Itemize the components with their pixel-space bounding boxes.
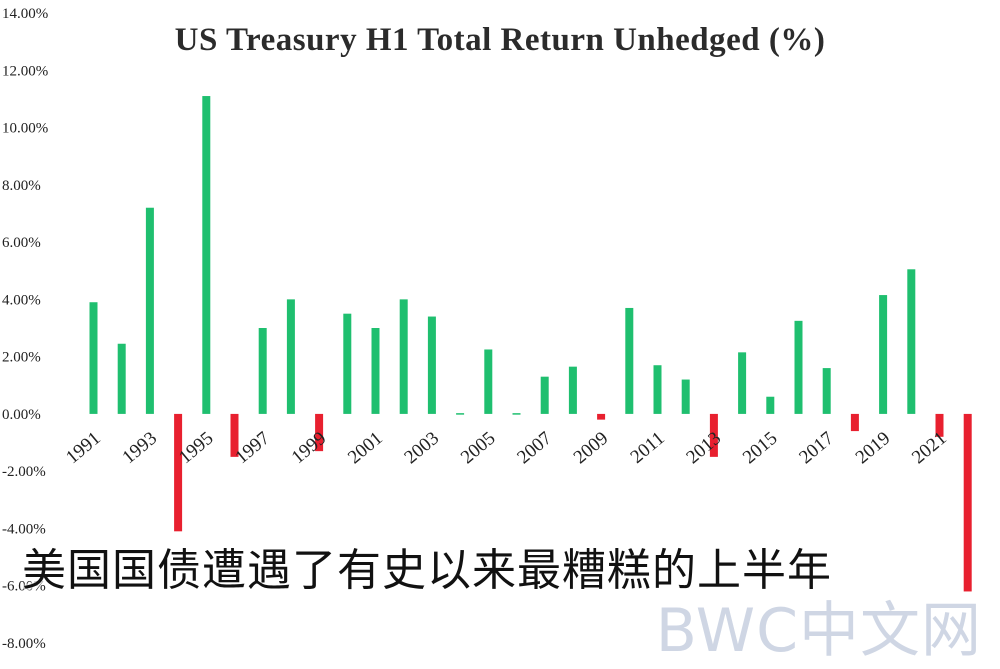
caption-overlay: 美国国债遭遇了有史以来最糟糕的上半年	[22, 545, 832, 596]
bar-2021	[935, 413, 944, 437]
x-tick-label: 2017	[795, 428, 838, 469]
y-tick-label: -2.00%	[2, 464, 46, 480]
y-tick-label: 8.00%	[2, 178, 41, 194]
bar-2002	[399, 299, 408, 414]
y-tick-label: 6.00%	[2, 235, 41, 251]
x-tick-label: 2003	[401, 428, 444, 469]
x-tick-label: 2019	[852, 428, 895, 469]
bar-2011	[653, 365, 662, 414]
y-tick-label: 2.00%	[2, 350, 41, 366]
bar-2020	[907, 269, 916, 414]
y-tick-label: 14.00%	[2, 6, 48, 22]
x-tick-label: 1999	[288, 428, 331, 469]
bar-2018	[850, 413, 859, 432]
x-tick-label: 2001	[344, 428, 387, 469]
bar-2004	[456, 413, 465, 415]
x-tick-label: 1991	[62, 428, 105, 469]
y-tick-label: -8.00%	[2, 636, 46, 652]
y-tick-label: 12.00%	[2, 63, 48, 79]
bar-1996	[230, 413, 239, 457]
chart-title: US Treasury H1 Total Return Unhedged (%)	[174, 22, 826, 58]
bar-1994	[174, 413, 183, 532]
bar-2013	[709, 413, 718, 457]
bar-2006	[512, 413, 521, 415]
bar-2010	[625, 307, 634, 414]
bar-2008	[568, 366, 577, 414]
bar-2012	[681, 379, 690, 414]
y-tick-label: -4.00%	[2, 521, 46, 537]
bar-1997	[258, 328, 267, 414]
bar-1999	[315, 413, 324, 452]
x-tick-label: 2009	[570, 428, 613, 469]
y-tick-label: -6.00%	[2, 579, 46, 595]
x-tick-label: 2011	[627, 428, 669, 468]
x-tick-label: 2013	[683, 428, 726, 469]
bar-2019	[879, 295, 888, 414]
bar-2001	[371, 328, 380, 414]
x-tick-label: 2015	[739, 428, 782, 469]
x-tick-label: 2005	[457, 428, 500, 469]
x-tick-label: 2007	[513, 428, 556, 469]
bar-1995	[202, 96, 211, 414]
watermark: BWC中文网	[655, 596, 982, 666]
bar-1998	[286, 299, 295, 414]
y-tick-label: 4.00%	[2, 292, 41, 308]
bar-1992	[117, 343, 126, 414]
bar-2003	[427, 316, 436, 414]
bar-1991	[89, 302, 98, 414]
bar-2016	[794, 320, 803, 414]
bar-2015	[766, 396, 775, 414]
bar-1993	[145, 207, 154, 414]
bar-2007	[540, 376, 549, 414]
x-tick-label: 1993	[119, 428, 162, 469]
bar-2014	[738, 352, 747, 414]
bar-2000	[343, 313, 352, 414]
y-tick-label: 10.00%	[2, 121, 48, 137]
x-tick-label: 2021	[908, 428, 951, 469]
bar-2009	[597, 413, 606, 420]
bar-2017	[822, 368, 831, 414]
bar-2005	[484, 349, 493, 414]
bar-2022	[963, 413, 972, 592]
y-tick-label: 0.00%	[2, 407, 41, 423]
